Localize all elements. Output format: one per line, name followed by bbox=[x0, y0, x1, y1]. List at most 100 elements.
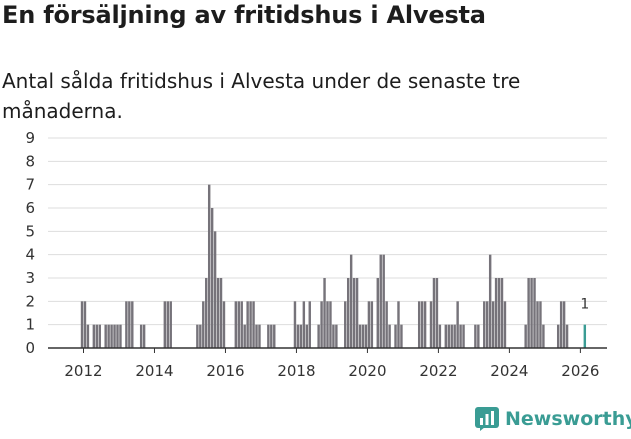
bar bbox=[320, 301, 323, 348]
bar bbox=[388, 324, 391, 348]
bar bbox=[438, 324, 442, 348]
bar bbox=[335, 324, 338, 348]
y-axis-ticks: 0 1 2 3 4 5 6 7 8 9 bbox=[25, 129, 35, 357]
y-tick-label: 2 bbox=[25, 292, 35, 310]
bar bbox=[92, 324, 96, 348]
bar bbox=[400, 324, 403, 348]
y-tick-label: 0 bbox=[25, 339, 35, 357]
bar bbox=[258, 324, 261, 348]
y-tick-label: 5 bbox=[25, 222, 35, 240]
bar bbox=[302, 301, 306, 348]
bar bbox=[249, 301, 252, 348]
bar bbox=[556, 324, 560, 348]
chart-subtitle: Antal sålda fritidshus i Alvesta under d… bbox=[2, 69, 521, 123]
bars bbox=[80, 184, 587, 348]
bar bbox=[207, 184, 211, 348]
bar bbox=[420, 301, 424, 348]
bar bbox=[237, 301, 240, 348]
bar bbox=[308, 301, 311, 348]
bar bbox=[500, 278, 504, 348]
bar bbox=[213, 231, 217, 348]
bar bbox=[435, 278, 439, 348]
bar bbox=[323, 278, 326, 348]
x-tick-label: 2020 bbox=[348, 362, 386, 380]
bar bbox=[397, 301, 400, 348]
bar bbox=[270, 324, 273, 348]
bar bbox=[565, 324, 569, 348]
bar bbox=[243, 324, 246, 348]
bar bbox=[456, 301, 459, 348]
bar bbox=[370, 301, 374, 348]
bar bbox=[219, 278, 223, 348]
bar bbox=[488, 254, 492, 348]
bar bbox=[131, 301, 134, 348]
bar bbox=[344, 301, 347, 348]
bar bbox=[299, 324, 303, 348]
bar bbox=[128, 301, 131, 348]
bar bbox=[562, 301, 566, 348]
chart-title: En försäljning av fritidshus i Alvesta bbox=[2, 1, 486, 29]
bar bbox=[222, 301, 226, 348]
bar bbox=[317, 324, 320, 348]
bar bbox=[450, 324, 453, 348]
brand-name: Newsworthy bbox=[505, 408, 631, 430]
bar bbox=[367, 301, 371, 348]
bar bbox=[486, 301, 489, 348]
y-tick-label: 9 bbox=[25, 129, 35, 147]
newsworthy-logo: Newsworthy bbox=[475, 407, 631, 431]
bar bbox=[95, 324, 99, 348]
bar bbox=[559, 301, 563, 348]
bar bbox=[293, 301, 297, 348]
bar bbox=[453, 324, 456, 348]
y-tick-label: 6 bbox=[25, 199, 35, 217]
bar bbox=[110, 324, 113, 348]
bar bbox=[539, 301, 542, 348]
bar bbox=[329, 301, 332, 348]
bar bbox=[107, 324, 110, 348]
bar bbox=[503, 301, 507, 348]
highlight-bar bbox=[583, 324, 587, 348]
y-tick-label: 7 bbox=[25, 176, 35, 194]
bar bbox=[527, 278, 530, 348]
annotations: 1 bbox=[580, 297, 589, 313]
bar bbox=[80, 301, 84, 348]
bar bbox=[210, 208, 214, 348]
x-axis-ticks: 2012 2014 2016 2018 2020 2022 2024 2026 bbox=[64, 348, 599, 380]
bar bbox=[163, 301, 167, 348]
bar bbox=[86, 324, 90, 348]
bar bbox=[246, 301, 249, 348]
bar bbox=[267, 324, 270, 348]
y-tick-label: 1 bbox=[25, 316, 35, 334]
bar bbox=[376, 278, 379, 348]
bar bbox=[326, 301, 329, 348]
bar bbox=[524, 324, 527, 348]
bar bbox=[497, 278, 501, 348]
bar bbox=[142, 324, 146, 348]
bar bbox=[116, 324, 119, 348]
bar bbox=[444, 324, 448, 348]
bar bbox=[533, 278, 536, 348]
x-tick-label: 2012 bbox=[64, 362, 102, 380]
bar bbox=[205, 278, 208, 348]
bar bbox=[83, 301, 87, 348]
bar bbox=[296, 324, 300, 348]
bar bbox=[447, 324, 450, 348]
bar bbox=[474, 324, 477, 348]
bar bbox=[459, 324, 462, 348]
bar bbox=[542, 324, 545, 348]
bar bbox=[346, 278, 350, 348]
y-tick-label: 8 bbox=[25, 152, 35, 170]
bar bbox=[139, 324, 143, 348]
bar bbox=[432, 278, 436, 348]
bar bbox=[494, 278, 498, 348]
bar bbox=[273, 324, 276, 348]
bar bbox=[361, 324, 365, 348]
last-value-label: 1 bbox=[580, 297, 589, 313]
bar bbox=[125, 301, 128, 348]
bar bbox=[169, 301, 172, 348]
bar bbox=[98, 324, 101, 348]
gridlines bbox=[48, 137, 607, 326]
x-tick-label: 2018 bbox=[277, 362, 315, 380]
bar bbox=[382, 254, 385, 348]
